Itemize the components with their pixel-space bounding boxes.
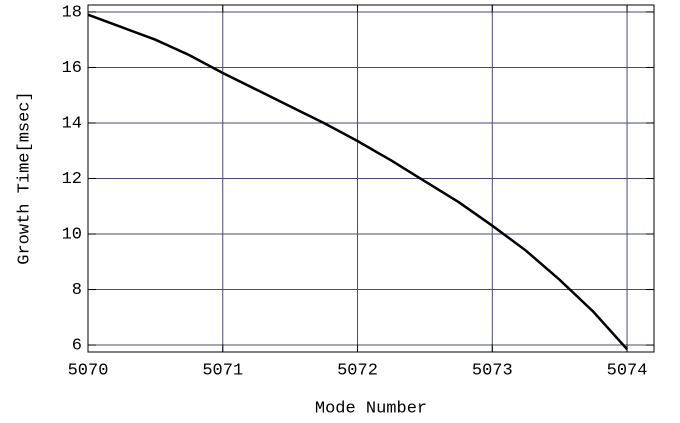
y-axis-label: Growth Time[msec]: [15, 91, 34, 264]
x-axis-label: Mode Number: [315, 399, 427, 418]
y-tick-label: 14: [62, 114, 82, 133]
y-tick-label: 12: [62, 170, 82, 189]
plot-frame: [87, 4, 655, 353]
y-tick-label: 16: [62, 59, 82, 78]
y-tick-label: 8: [72, 281, 82, 300]
y-tick-label: 6: [72, 337, 82, 356]
y-tick-label: 10: [62, 226, 82, 245]
y-tick-label: 18: [62, 3, 82, 22]
x-tick-label: 5072: [337, 361, 378, 380]
x-tick-label: 5071: [202, 361, 243, 380]
x-tick-label: 5074: [607, 361, 648, 380]
x-tick-label: 5073: [472, 361, 513, 380]
line: [87, 13, 628, 351]
x-tick-label: 5070: [68, 361, 109, 380]
